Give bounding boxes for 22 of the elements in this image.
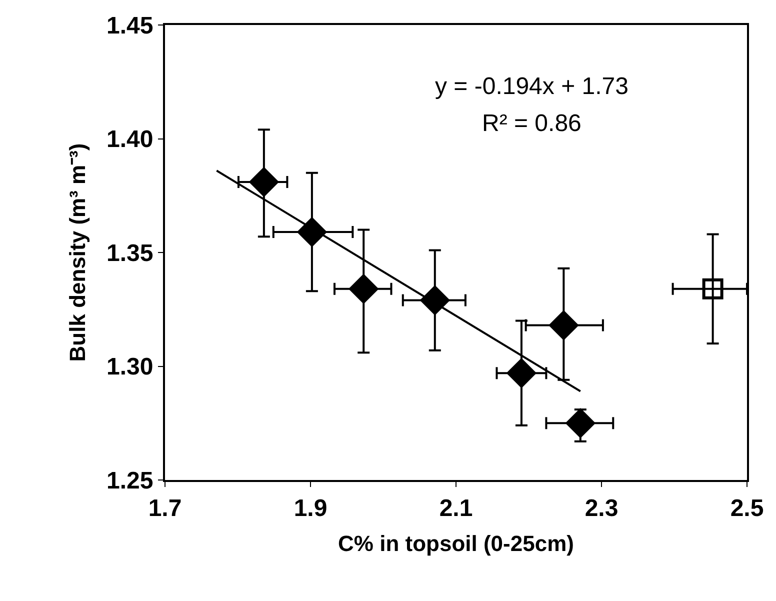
y-tick-label: 1.35 [106,240,154,267]
point [549,310,578,340]
y-axis-title: Bulk density (m³ m⁻³) [64,143,90,362]
x-axis-title: C% in topsoil (0-25cm) [338,531,574,556]
x-tick-label: 2.5 [730,494,764,522]
point [566,408,595,438]
annotation: R² = 0.86 [482,110,582,137]
y-tick-label: 1.45 [106,12,154,40]
y-tick-label: 1.40 [106,126,154,154]
point [297,218,326,247]
x-tick-label: 1.7 [148,494,182,522]
point [420,286,450,315]
y-tick-label: 1.30 [106,354,154,381]
point [249,167,278,196]
x-tick-label: 2.3 [584,494,618,522]
point [349,274,378,304]
x-tick-label: 2.1 [439,494,473,522]
x-tick-label: 1.9 [294,494,328,522]
y-tick-label: 1.25 [106,467,154,494]
point [702,278,724,300]
point [506,358,536,388]
annotation: y = -0.194x + 1.73 [435,73,628,100]
